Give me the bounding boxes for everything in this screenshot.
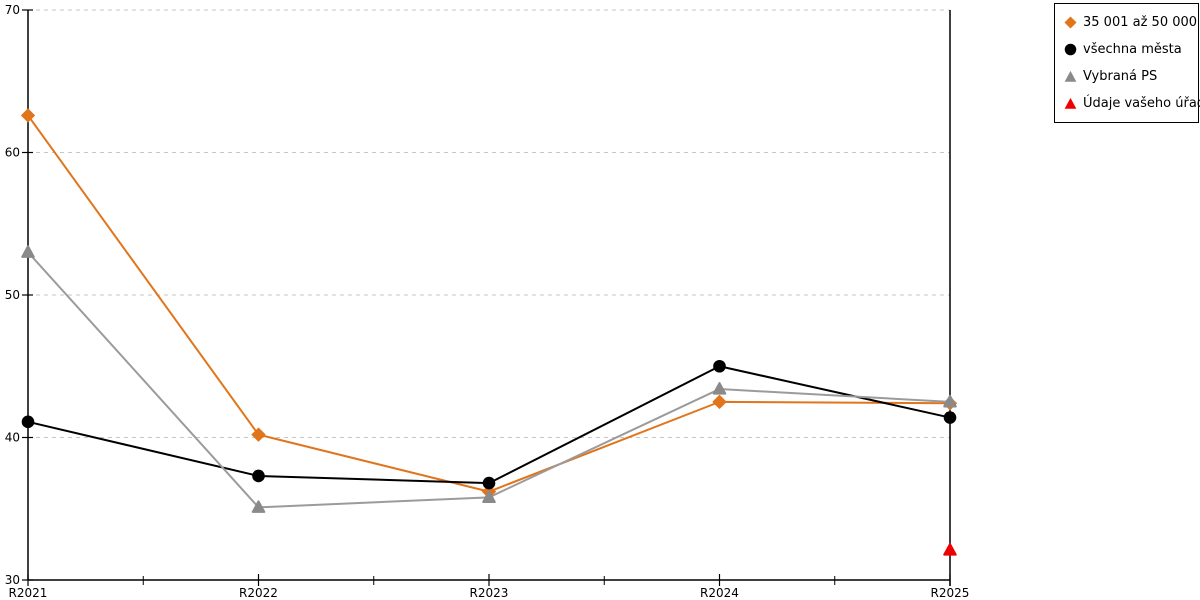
triangle-marker — [21, 245, 35, 258]
triangle-marker — [482, 490, 496, 503]
legend-label: Údaje vašeho úřadu — [1083, 96, 1200, 111]
x-tick-label: R2023 — [470, 586, 509, 600]
circle-marker — [943, 411, 957, 424]
y-tick-label: 50 — [5, 288, 20, 302]
x-tick-label: R2025 — [931, 586, 970, 600]
y-tick-label: 40 — [5, 431, 20, 445]
circle-marker — [21, 415, 35, 429]
series-line-0 — [27, 114, 951, 493]
triangle-marker — [943, 394, 957, 408]
diamond-marker — [251, 427, 266, 442]
diamond-marker — [712, 394, 727, 409]
triangle-icon — [1064, 70, 1077, 82]
legend-item-35001-az-50000: 35 001 až 50 000 — [1064, 15, 1198, 30]
legend: 35 001 až 50 000 všechna města Vybraná P… — [1054, 3, 1200, 123]
diamond-marker — [21, 108, 35, 123]
circle-marker — [482, 476, 496, 490]
circle-marker — [713, 359, 726, 373]
triangle-icon — [1064, 97, 1077, 109]
series-line-1 — [27, 365, 951, 485]
x-tick-label: R2021 — [9, 586, 48, 600]
legend-label: všechna města — [1083, 42, 1182, 57]
legend-item-vsechna-mesta: všechna města — [1064, 42, 1196, 57]
triangle-marker — [943, 543, 957, 556]
y-tick-label: 70 — [5, 3, 20, 17]
legend-item-vybrana-ps: Vybraná PS — [1064, 69, 1196, 84]
y-tick-label: 30 — [5, 573, 20, 587]
diamond-icon — [1064, 16, 1077, 29]
x-tick-label: R2022 — [239, 586, 278, 600]
series-line-2 — [27, 251, 951, 509]
legend-label: Vybraná PS — [1083, 69, 1158, 84]
circle-marker — [252, 469, 265, 483]
legend-item-udaje-vaseho-uradu: Údaje vašeho úřadu — [1064, 96, 1200, 111]
triangle-marker — [251, 500, 266, 513]
y-tick-label: 60 — [5, 146, 20, 160]
circle-icon — [1064, 43, 1077, 56]
x-tick-label: R2024 — [700, 586, 739, 600]
legend-label: 35 001 až 50 000 — [1083, 15, 1198, 30]
triangle-marker — [712, 382, 727, 395]
